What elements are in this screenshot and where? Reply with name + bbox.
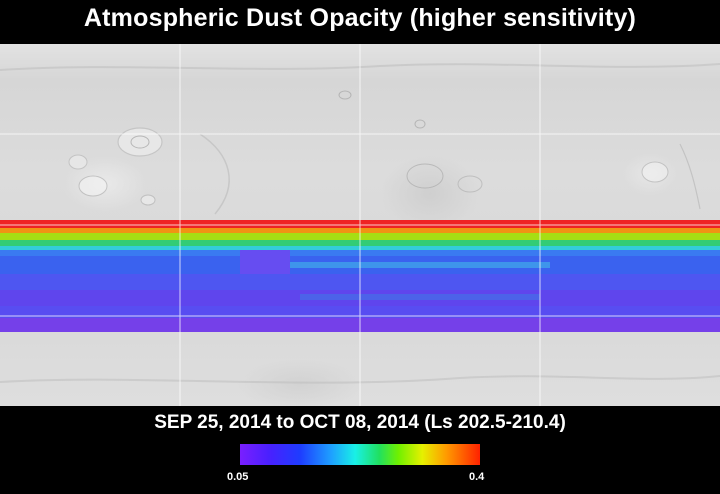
map-overlay (0, 44, 720, 406)
opacity-colorbar (240, 444, 480, 465)
mars-map (0, 44, 720, 406)
terrain-relief (0, 63, 720, 384)
band-blue-streak (290, 262, 550, 268)
colorbar-min-label: 0.05 (227, 471, 249, 483)
map-title: Atmospheric Dust Opacity (higher sensiti… (83, 4, 637, 32)
colorbar-max-label: 0.4 (469, 471, 485, 483)
lat-lon-grid (0, 44, 720, 406)
date-range-caption: SEP 25, 2014 to OCT 08, 2014 (Ls 202.5-2… (154, 412, 566, 433)
band-indigo-streak (300, 294, 540, 300)
